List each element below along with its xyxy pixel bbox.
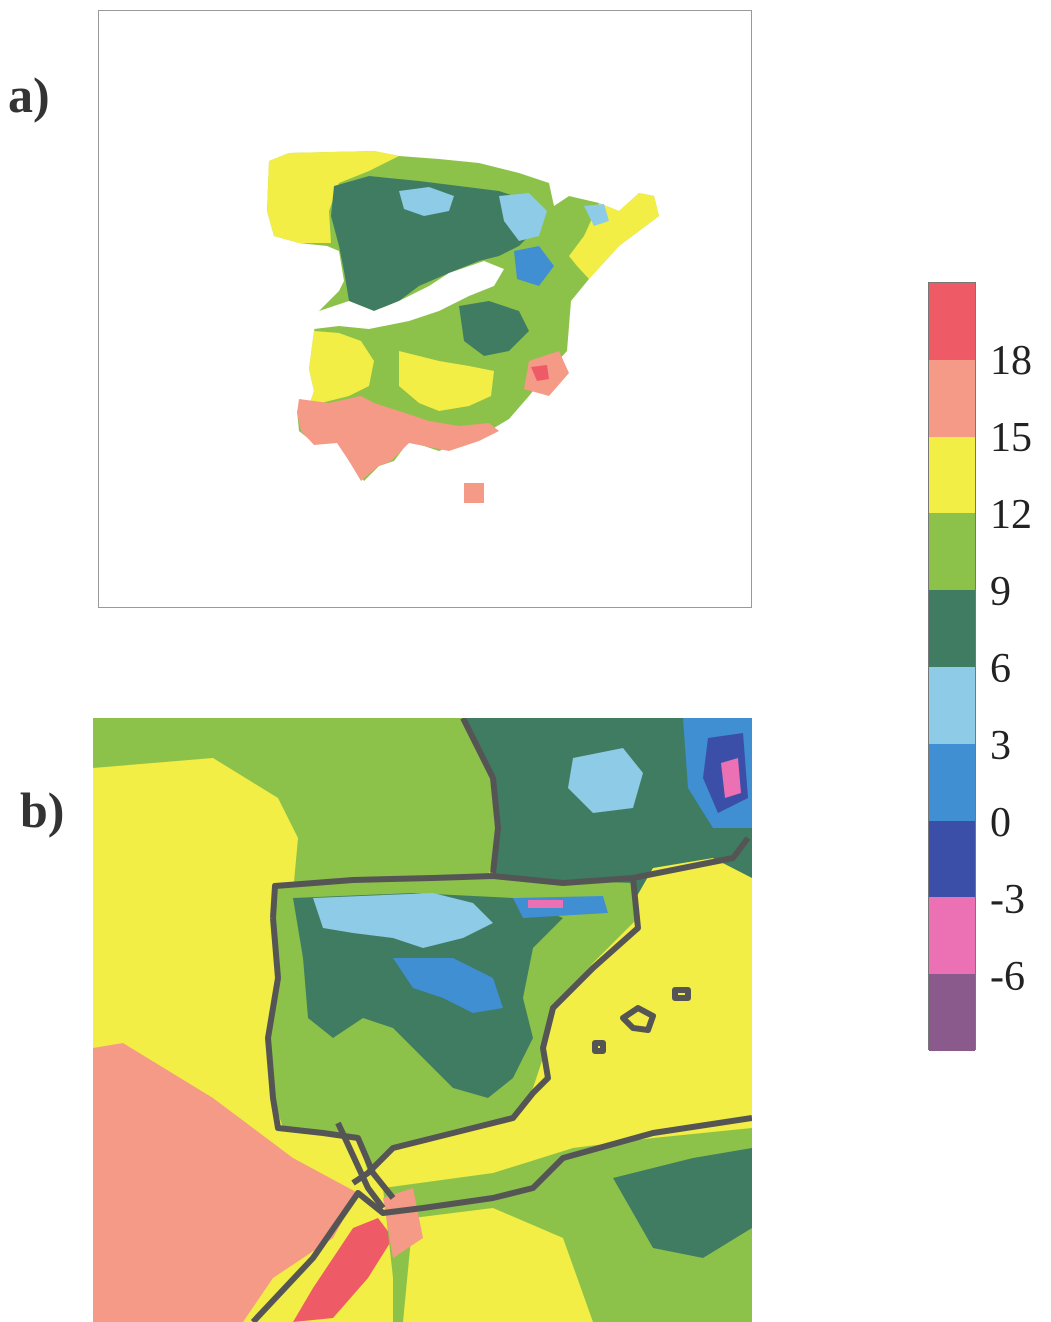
colorbar-swatch [929, 283, 975, 360]
colorbar-swatch [929, 513, 975, 591]
colorbar-tick: -3 [990, 877, 1025, 923]
map-b-africa-yellow [403, 1208, 593, 1322]
map-b-iberia-blue [313, 893, 493, 948]
colorbar-tick: 12 [990, 492, 1032, 538]
colorbar-tick: 6 [990, 646, 1011, 692]
map-a-land-darkgreen [331, 176, 539, 311]
colorbar-tick: 15 [990, 415, 1032, 461]
map-a-land-darkgreen-center [459, 301, 529, 356]
colorbar-swatch [929, 590, 975, 667]
map-a-canvas [267, 151, 659, 503]
colorbar-tick: 3 [990, 723, 1011, 769]
map-b-iberia-blue-2 [393, 958, 503, 1013]
coastline-west-iberia [265, 917, 396, 1200]
map-b-france [463, 718, 752, 918]
colorbar-swatch [929, 359, 975, 437]
map-b-canvas [93, 718, 752, 1322]
coastline-france [460, 718, 501, 874]
map-a-island [464, 483, 484, 503]
map-panel-a [98, 10, 752, 608]
colorbar-tick: 18 [990, 338, 1032, 384]
map-a-land-yellow-west [309, 331, 374, 406]
colorbar-swatch [929, 743, 975, 821]
map-b-coastlines [250, 718, 752, 1322]
colorbar [928, 282, 976, 1051]
colorbar-swatch [929, 974, 975, 1051]
colorbar-swatch [929, 666, 975, 744]
map-a-land-lightblue-2 [499, 193, 547, 241]
map-b-alps-pink [721, 758, 741, 798]
map-a-land-yellow-east [569, 193, 659, 279]
map-b-iberia-darkgreen [293, 893, 563, 1098]
coastline-balearic-1 [620, 1005, 656, 1033]
colorbar-swatch [929, 897, 975, 975]
coastline-balearic-2 [672, 987, 691, 1001]
map-a-land-red [531, 365, 549, 381]
map-b-sw-salmon [93, 1043, 358, 1322]
panel-b-label: b) [20, 782, 65, 838]
map-b-africa-darkgreen [613, 1148, 752, 1258]
map-b-green-north [93, 718, 498, 893]
map-a-land-salmon [297, 396, 499, 481]
colorbar-tick: 0 [990, 800, 1011, 846]
colorbar-swatch [929, 820, 975, 898]
map-b-france-blue [568, 748, 643, 813]
coastline-east-iberia [351, 877, 641, 1186]
map-b-pyrenees-pink [528, 900, 563, 908]
map-a-land-lightblue [399, 187, 454, 216]
coastline-gibraltar [335, 1121, 386, 1210]
colorbar-swatch [929, 436, 975, 514]
coastline-africa [250, 1115, 752, 1322]
map-b-sw-red [293, 1218, 393, 1322]
map-a-data-gap [314, 261, 504, 329]
colorbar-tick: 9 [990, 569, 1011, 615]
coastline-balearic-3 [592, 1040, 606, 1054]
map-a-land-lightblue-3 [584, 204, 609, 226]
map-a-land-blue [514, 246, 554, 286]
panel-a-label: a) [8, 67, 50, 123]
map-panel-b [93, 718, 752, 1322]
colorbar-tick: -6 [990, 954, 1025, 1000]
coastline-north-iberia [270, 836, 751, 919]
map-a-land-yellow-south [399, 351, 494, 411]
map-b-africa-salmon [383, 1188, 423, 1258]
